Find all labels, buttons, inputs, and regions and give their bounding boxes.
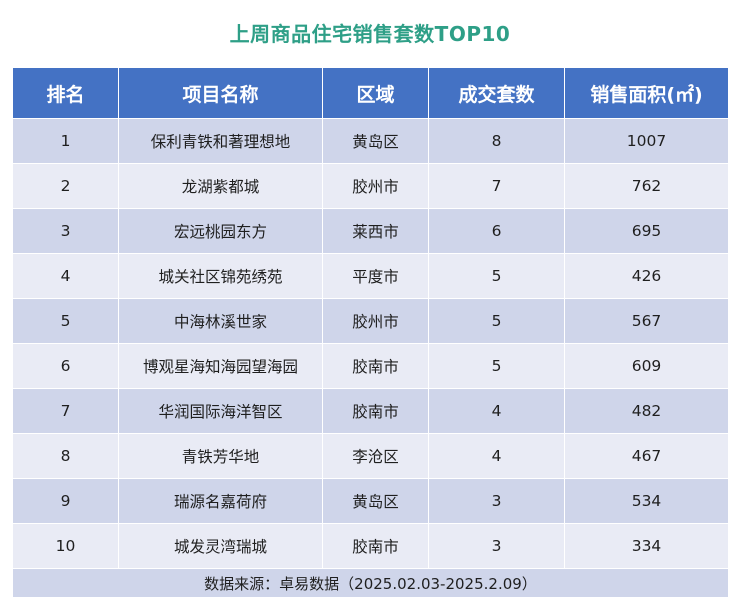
column-header-units-sold: 成交套数 [428, 67, 565, 119]
cell-units-sold: 5 [428, 343, 565, 389]
cell-project-name: 宏远桃园东方 [118, 208, 323, 254]
cell-units-sold: 6 [428, 208, 565, 254]
cell-sales-area: 1007 [564, 118, 729, 164]
column-header-project-name: 项目名称 [118, 67, 323, 119]
cell-district: 李沧区 [322, 433, 429, 479]
cell-units-sold: 7 [428, 163, 565, 209]
table-row: 6 博观星海知海园望海园 胶南市 5 609 [12, 343, 729, 389]
column-header-district: 区域 [322, 67, 429, 119]
cell-units-sold: 4 [428, 388, 565, 434]
cell-district: 平度市 [322, 253, 429, 299]
cell-rank: 2 [12, 163, 119, 209]
cell-rank: 1 [12, 118, 119, 164]
cell-sales-area: 467 [564, 433, 729, 479]
cell-units-sold: 5 [428, 253, 565, 299]
cell-units-sold: 4 [428, 433, 565, 479]
source-note: 数据来源：卓易数据（2025.02.03-2025.2.09） [12, 568, 729, 598]
cell-rank: 6 [12, 343, 119, 389]
cell-district: 胶州市 [322, 298, 429, 344]
table-header: 排名 项目名称 区域 成交套数 销售面积(㎡) [12, 67, 729, 119]
cell-district: 胶州市 [322, 163, 429, 209]
header-row: 排名 项目名称 区域 成交套数 销售面积(㎡) [12, 67, 729, 119]
cell-district: 胶南市 [322, 343, 429, 389]
cell-project-name: 瑞源名嘉荷府 [118, 478, 323, 524]
cell-district: 胶南市 [322, 388, 429, 434]
cell-project-name: 龙湖紫都城 [118, 163, 323, 209]
table-row: 9 瑞源名嘉荷府 黄岛区 3 534 [12, 478, 729, 524]
cell-project-name: 城关社区锦苑绣苑 [118, 253, 323, 299]
cell-rank: 7 [12, 388, 119, 434]
cell-sales-area: 426 [564, 253, 729, 299]
cell-project-name: 保利青铁和著理想地 [118, 118, 323, 164]
cell-rank: 10 [12, 523, 119, 569]
cell-project-name: 城发灵湾瑞城 [118, 523, 323, 569]
cell-units-sold: 5 [428, 298, 565, 344]
column-header-rank: 排名 [12, 67, 119, 119]
table-row: 10 城发灵湾瑞城 胶南市 3 334 [12, 523, 729, 569]
table-row: 3 宏远桃园东方 莱西市 6 695 [12, 208, 729, 254]
cell-district: 莱西市 [322, 208, 429, 254]
column-header-sales-area: 销售面积(㎡) [564, 67, 729, 119]
table-row: 2 龙湖紫都城 胶州市 7 762 [12, 163, 729, 209]
table-row: 4 城关社区锦苑绣苑 平度市 5 426 [12, 253, 729, 299]
cell-sales-area: 762 [564, 163, 729, 209]
cell-sales-area: 334 [564, 523, 729, 569]
cell-district: 黄岛区 [322, 478, 429, 524]
chart-title: 上周商品住宅销售套数TOP10 [229, 22, 511, 46]
cell-project-name: 中海林溪世家 [118, 298, 323, 344]
table-row: 7 华润国际海洋智区 胶南市 4 482 [12, 388, 729, 434]
table-body: 1 保利青铁和著理想地 黄岛区 8 1007 2 龙湖紫都城 胶州市 7 762 3 宏远桃园东方 莱西… [12, 118, 729, 569]
cell-units-sold: 3 [428, 478, 565, 524]
cell-sales-area: 695 [564, 208, 729, 254]
cell-sales-area: 482 [564, 388, 729, 434]
table-footer: 数据来源：卓易数据（2025.02.03-2025.2.09） [12, 568, 729, 598]
cell-rank: 4 [12, 253, 119, 299]
sales-table: 排名 项目名称 区域 成交套数 销售面积(㎡) 1 保利青铁和著理想地 黄岛区 8 1007 2 龙… [12, 67, 729, 598]
cell-rank: 3 [12, 208, 119, 254]
cell-district: 胶南市 [322, 523, 429, 569]
cell-project-name: 华润国际海洋智区 [118, 388, 323, 434]
cell-sales-area: 534 [564, 478, 729, 524]
cell-rank: 8 [12, 433, 119, 479]
table-row: 5 中海林溪世家 胶州市 5 567 [12, 298, 729, 344]
cell-project-name: 青铁芳华地 [118, 433, 323, 479]
cell-sales-area: 567 [564, 298, 729, 344]
table-row: 1 保利青铁和著理想地 黄岛区 8 1007 [12, 118, 729, 164]
cell-district: 黄岛区 [322, 118, 429, 164]
cell-sales-area: 609 [564, 343, 729, 389]
cell-units-sold: 3 [428, 523, 565, 569]
cell-rank: 5 [12, 298, 119, 344]
cell-rank: 9 [12, 478, 119, 524]
cell-project-name: 博观星海知海园望海园 [118, 343, 323, 389]
table-row: 8 青铁芳华地 李沧区 4 467 [12, 433, 729, 479]
cell-units-sold: 8 [428, 118, 565, 164]
